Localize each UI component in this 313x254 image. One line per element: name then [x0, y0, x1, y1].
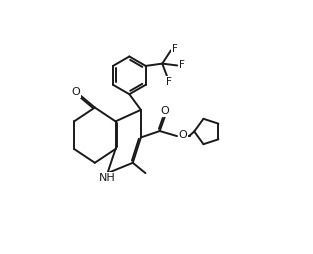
- Text: F: F: [179, 60, 185, 70]
- Text: F: F: [166, 77, 172, 87]
- Text: NH: NH: [99, 173, 116, 183]
- Text: O: O: [179, 130, 187, 140]
- Text: O: O: [161, 106, 170, 116]
- Text: O: O: [72, 87, 80, 97]
- Text: F: F: [172, 44, 178, 54]
